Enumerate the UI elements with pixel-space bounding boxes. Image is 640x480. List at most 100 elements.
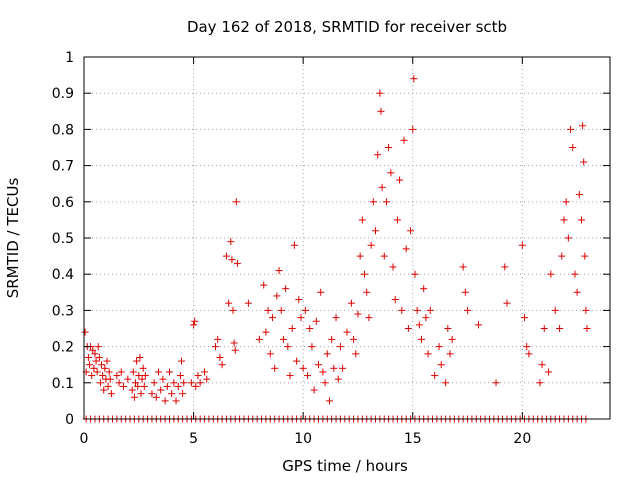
- data-point: [297, 314, 305, 322]
- data-point: [540, 325, 548, 332]
- y-tick-label: 0.7: [52, 159, 74, 175]
- data-point: [310, 386, 318, 394]
- y-tick-label: 0.2: [52, 340, 74, 356]
- data-point: [101, 364, 109, 372]
- data-point: [216, 353, 224, 361]
- grid-lines: [84, 57, 610, 419]
- data-point: [293, 357, 301, 365]
- data-point: [105, 368, 113, 376]
- y-tick-label: 0: [65, 412, 74, 428]
- data-point: [138, 375, 146, 383]
- data-point: [376, 89, 384, 97]
- data-point: [264, 306, 272, 314]
- data-point: [170, 379, 178, 387]
- data-point: [150, 379, 158, 387]
- data-point: [231, 346, 239, 354]
- y-tick-label: 1: [65, 50, 74, 66]
- data-point: [178, 357, 186, 365]
- data-point: [115, 379, 123, 387]
- data-point: [244, 299, 252, 307]
- data-point: [225, 299, 233, 307]
- data-point: [389, 263, 397, 271]
- data-point: [266, 350, 274, 358]
- data-point: [418, 335, 426, 343]
- data-point: [271, 364, 279, 372]
- data-point: [201, 368, 209, 376]
- data-point: [117, 368, 125, 376]
- data-point: [299, 364, 307, 372]
- y-tick-label: 0.9: [52, 86, 74, 102]
- data-point: [387, 169, 395, 177]
- data-point: [347, 299, 355, 307]
- data-point: [81, 328, 89, 336]
- data-point: [422, 314, 430, 322]
- data-point: [113, 372, 121, 380]
- data-point: [155, 368, 163, 376]
- data-point: [396, 176, 404, 184]
- data-point: [165, 368, 173, 376]
- data-point: [398, 306, 406, 314]
- data-point: [410, 75, 418, 83]
- data-point: [133, 357, 141, 365]
- data-point: [103, 357, 111, 365]
- data-point: [128, 386, 136, 394]
- data-point: [560, 216, 568, 224]
- data-point: [100, 386, 108, 394]
- data-point: [459, 263, 467, 271]
- data-point: [98, 361, 106, 369]
- data-point: [290, 241, 298, 249]
- data-point: [367, 241, 375, 249]
- data-point: [569, 144, 577, 151]
- data-point: [315, 361, 323, 369]
- data-point: [295, 296, 303, 304]
- data-point: [190, 321, 198, 329]
- data-point: [92, 357, 100, 365]
- data-point: [275, 267, 283, 275]
- x-tick-label: 10: [294, 431, 312, 447]
- data-point: [134, 382, 142, 390]
- data-point: [420, 285, 428, 293]
- data-point: [233, 259, 241, 267]
- data-point: [437, 361, 445, 369]
- data-point: [306, 325, 314, 332]
- y-tick-label: 0.8: [52, 122, 74, 138]
- data-point: [119, 382, 127, 390]
- data-point: [255, 335, 263, 343]
- data-point: [564, 234, 572, 242]
- data-point: [521, 314, 529, 322]
- data-point: [339, 364, 347, 372]
- data-point: [371, 227, 379, 235]
- data-point: [229, 306, 237, 314]
- data-point: [583, 325, 591, 332]
- data-point: [448, 335, 456, 343]
- data-point: [317, 288, 325, 296]
- data-point: [308, 343, 316, 351]
- data-point: [356, 252, 364, 260]
- data-point: [273, 292, 281, 300]
- y-tick-label: 0.4: [52, 267, 74, 283]
- data-point: [95, 353, 103, 361]
- data-point: [378, 183, 386, 191]
- data-point: [558, 252, 566, 260]
- data-point: [301, 306, 309, 314]
- data-point: [141, 372, 149, 380]
- data-point: [132, 379, 140, 387]
- x-tick-label: 5: [189, 431, 198, 447]
- data-point: [140, 382, 148, 390]
- data-point: [562, 198, 570, 206]
- data-point: [350, 335, 358, 343]
- data-point: [96, 379, 104, 387]
- data-point: [161, 397, 169, 405]
- data-point: [288, 325, 296, 332]
- data-point: [444, 325, 452, 332]
- data-point: [580, 158, 588, 166]
- data-point: [380, 252, 388, 260]
- data-point: [279, 335, 287, 343]
- data-point: [556, 325, 564, 332]
- y-tick-label: 0.5: [52, 231, 74, 247]
- data-point: [325, 397, 333, 405]
- data-point: [352, 350, 360, 358]
- data-point: [187, 379, 195, 387]
- x-axis-label: GPS time / hours: [282, 457, 408, 475]
